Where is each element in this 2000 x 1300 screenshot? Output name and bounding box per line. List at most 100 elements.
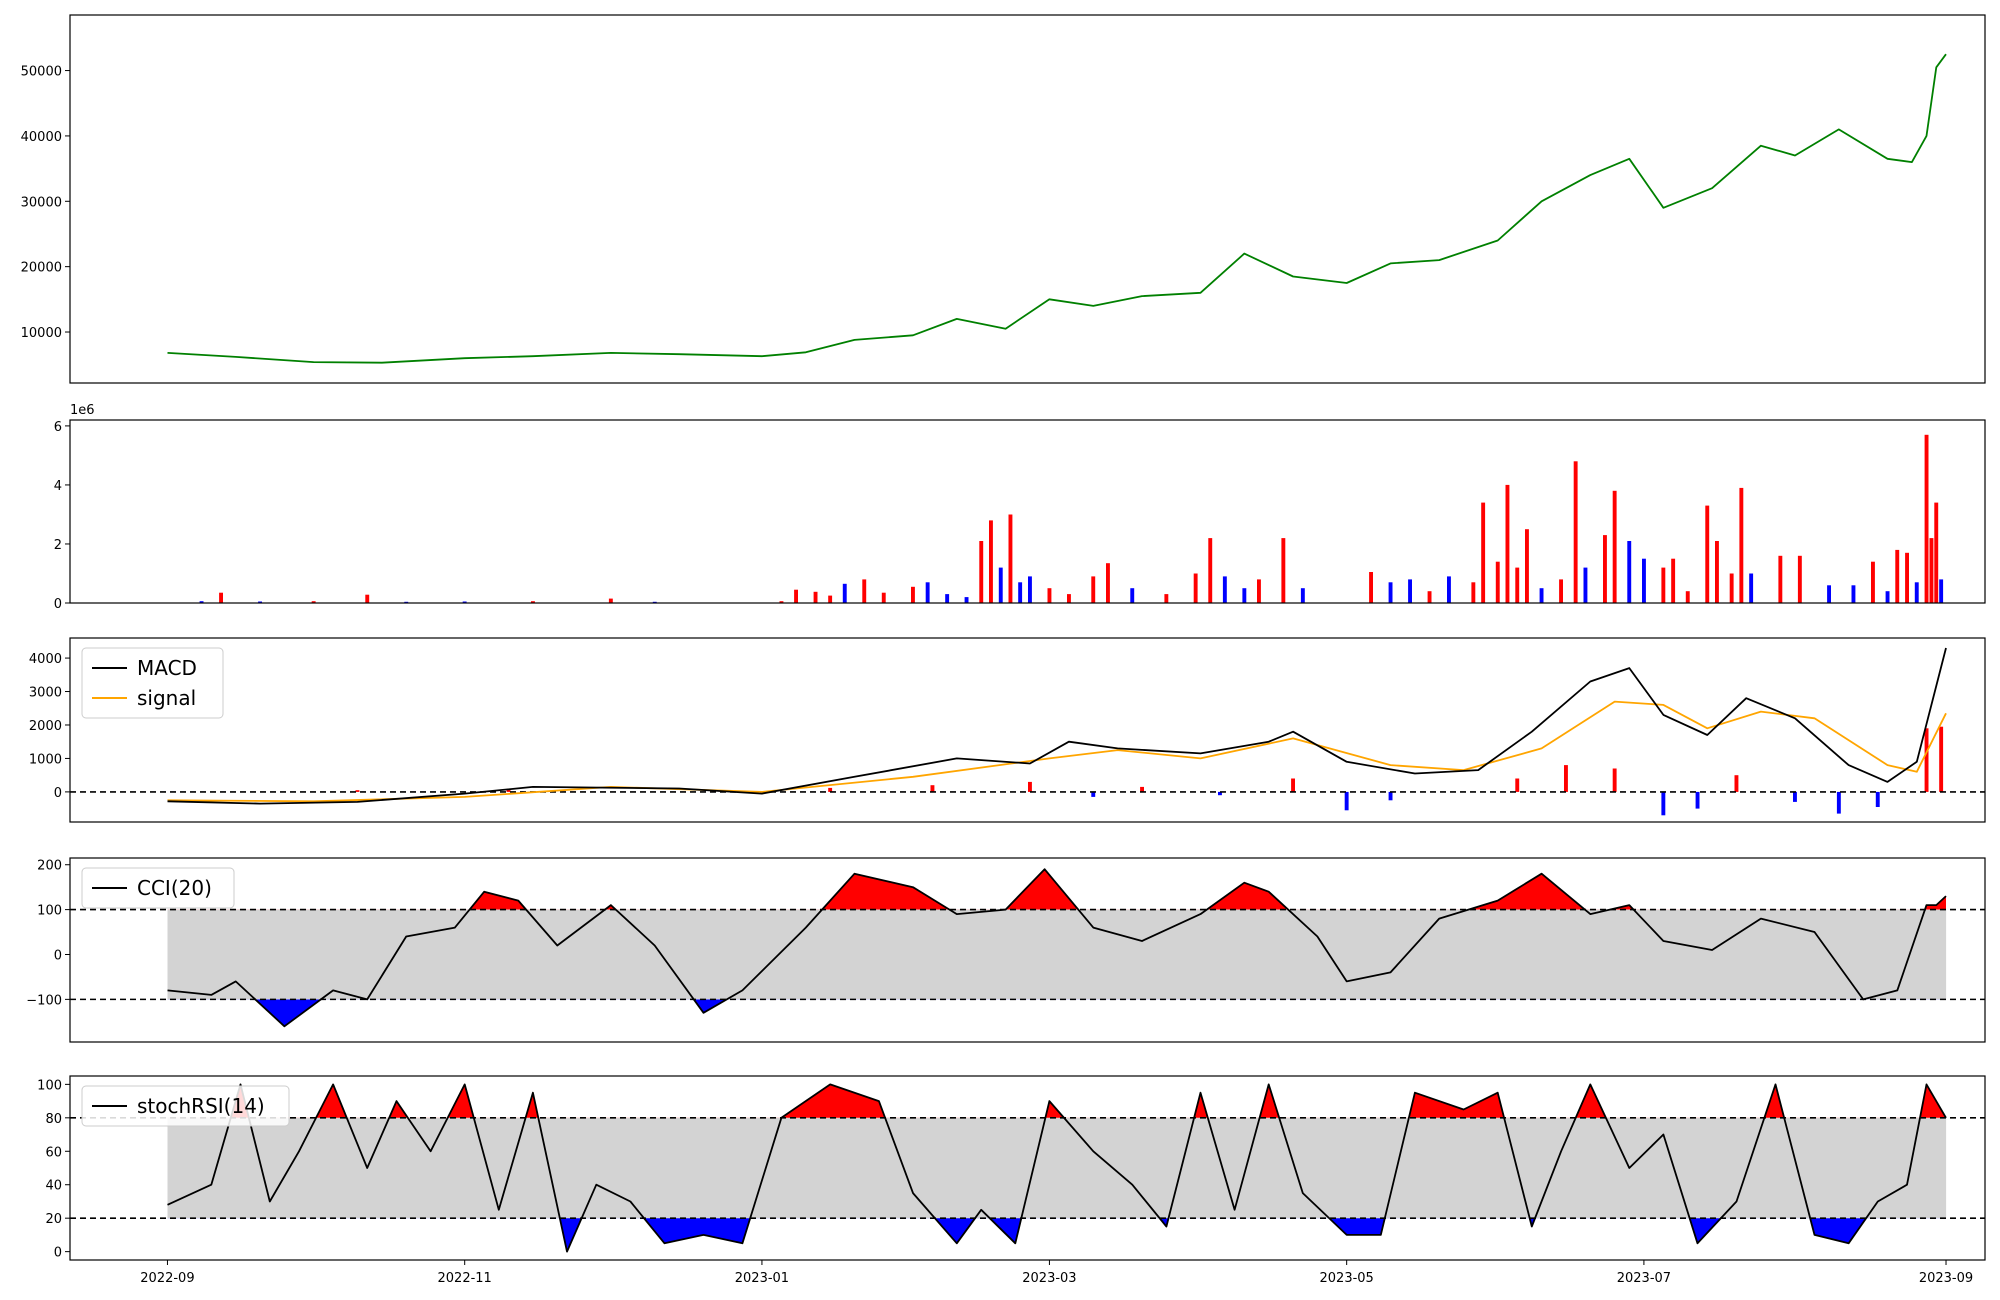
stochrsi-border <box>69 1075 1986 1261</box>
macd-ytick-label: 4000 <box>29 652 62 667</box>
volume-bar <box>1471 582 1476 603</box>
macd-histogram-bar <box>1140 786 1144 792</box>
date-tick-label: 2022-09 <box>140 1271 194 1286</box>
macd-ytick-label: 2000 <box>29 719 62 734</box>
volume-bar <box>1106 563 1110 603</box>
volume-bar <box>1164 594 1169 603</box>
volume-bar <box>998 567 1003 603</box>
volume-bar <box>1671 558 1676 603</box>
cci-line <box>167 868 1947 1028</box>
volume-bar <box>1281 538 1286 603</box>
volume-bar <box>1895 549 1900 603</box>
macd-histogram-bar <box>1836 791 1841 814</box>
macd-legend-label: signal <box>137 686 196 710</box>
stochrsi-legend-label: stochRSI(14) <box>137 1094 265 1118</box>
volume-bar <box>1388 582 1393 603</box>
volume-ytick-label: 2 <box>54 538 62 553</box>
volume-bar <box>1505 484 1510 603</box>
volume-ytick-label: 6 <box>54 420 62 435</box>
stochrsi-ytick-label: 40 <box>45 1179 62 1194</box>
macd-histogram-bar <box>1218 791 1222 796</box>
volume-bar <box>1300 588 1305 603</box>
volume-bar <box>1091 576 1096 603</box>
macd-histogram-bar <box>1793 791 1797 802</box>
volume-bar <box>1067 594 1071 603</box>
date-axis: 2022-09 2022-11 2023-01 2023-03 2023-05 2023-… <box>140 1260 1973 1286</box>
stochrsi-ytick-label: 100 <box>37 1078 62 1093</box>
stochrsi-oversold-fill <box>559 1218 1867 1252</box>
macd-histogram-bar <box>1875 791 1880 807</box>
stochrsi-ytick-label: 80 <box>45 1112 62 1127</box>
stochrsi-panel: 0 20 40 60 80 100 stochRSI(14) <box>37 1075 1986 1261</box>
volume-bar <box>1851 585 1856 603</box>
volume-bar <box>1257 579 1261 603</box>
volume-bar <box>1583 567 1588 603</box>
macd-panel: 0 1000 2000 3000 4000 MACD signal <box>29 637 1986 823</box>
macd-ytick-label: 3000 <box>29 686 62 701</box>
volume-bar <box>881 592 886 603</box>
volume-bar <box>1130 588 1135 603</box>
macd-histogram-bar <box>1091 791 1096 797</box>
volume-bar <box>1885 591 1890 603</box>
volume-bar <box>989 520 993 603</box>
macd-histogram-bar <box>1661 791 1666 816</box>
volume-bar <box>1705 505 1710 603</box>
volume-bar <box>1797 555 1802 603</box>
price-ytick-label: 40000 <box>21 130 62 145</box>
volume-border <box>69 419 1986 604</box>
macd-histogram-bar <box>1291 778 1295 792</box>
volume-bar <box>1778 555 1783 603</box>
price-panel: 10000 20000 30000 40000 50000 <box>21 14 1986 384</box>
date-tick-label: 2022-11 <box>438 1271 492 1286</box>
cci-legend-box <box>81 867 235 909</box>
volume-bar <box>1208 538 1213 603</box>
macd-ytick-label: 0 <box>54 786 62 801</box>
volume-bar <box>779 601 784 603</box>
stochrsi-legend-box <box>81 1085 290 1127</box>
volume-bar <box>842 583 847 603</box>
cci-ytick-label: 100 <box>37 904 62 919</box>
macd-histogram-bar <box>1734 775 1739 792</box>
volume-bar <box>911 586 915 603</box>
macd-legend-label: MACD <box>137 656 197 680</box>
volume-bar <box>1447 576 1451 603</box>
volume-ytick-label: 0 <box>54 597 62 612</box>
macd-histogram-bar <box>930 785 935 792</box>
stochrsi-ytick-label: 20 <box>45 1212 62 1227</box>
volume-bar <box>1008 514 1013 603</box>
volume-bar <box>1627 541 1632 603</box>
price-ytick-label: 10000 <box>21 326 62 341</box>
volume-bar <box>828 595 833 603</box>
volume-bar <box>1573 461 1578 603</box>
volume-bar <box>1018 582 1023 603</box>
price-ytick-label: 20000 <box>21 261 62 276</box>
price-ytick-label: 30000 <box>21 195 62 210</box>
macd-histogram-bar <box>1344 791 1349 811</box>
volume-bar <box>925 582 930 603</box>
volume-bar <box>1715 541 1719 603</box>
date-tick-label: 2023-01 <box>735 1271 789 1286</box>
cci-overbought-fill <box>469 869 1946 910</box>
volume-bar <box>1559 579 1563 603</box>
volume-bar <box>1642 558 1646 603</box>
volume-bar <box>1028 576 1032 603</box>
macd-histogram-bar <box>1564 765 1568 792</box>
volume-bar <box>199 601 204 603</box>
volume-bar <box>1939 579 1944 603</box>
volume-bar <box>1914 582 1919 603</box>
volume-bar <box>1242 588 1247 603</box>
volume-bar <box>1525 529 1529 603</box>
volume-bar <box>1929 538 1934 603</box>
macd-histogram-bar <box>355 790 360 792</box>
volume-bar <box>1729 573 1734 603</box>
volume-bar <box>1408 579 1412 603</box>
price-border <box>69 14 1986 384</box>
volume-bar <box>462 601 467 603</box>
date-tick-label: 2023-07 <box>1617 1271 1671 1286</box>
volume-ytick-label: 4 <box>54 479 62 494</box>
volume-bar <box>311 601 316 603</box>
volume-bar <box>1661 567 1666 603</box>
macd-histogram-bar <box>1515 778 1520 792</box>
volume-bar <box>258 601 262 603</box>
macd-histogram-bar <box>1939 726 1944 792</box>
